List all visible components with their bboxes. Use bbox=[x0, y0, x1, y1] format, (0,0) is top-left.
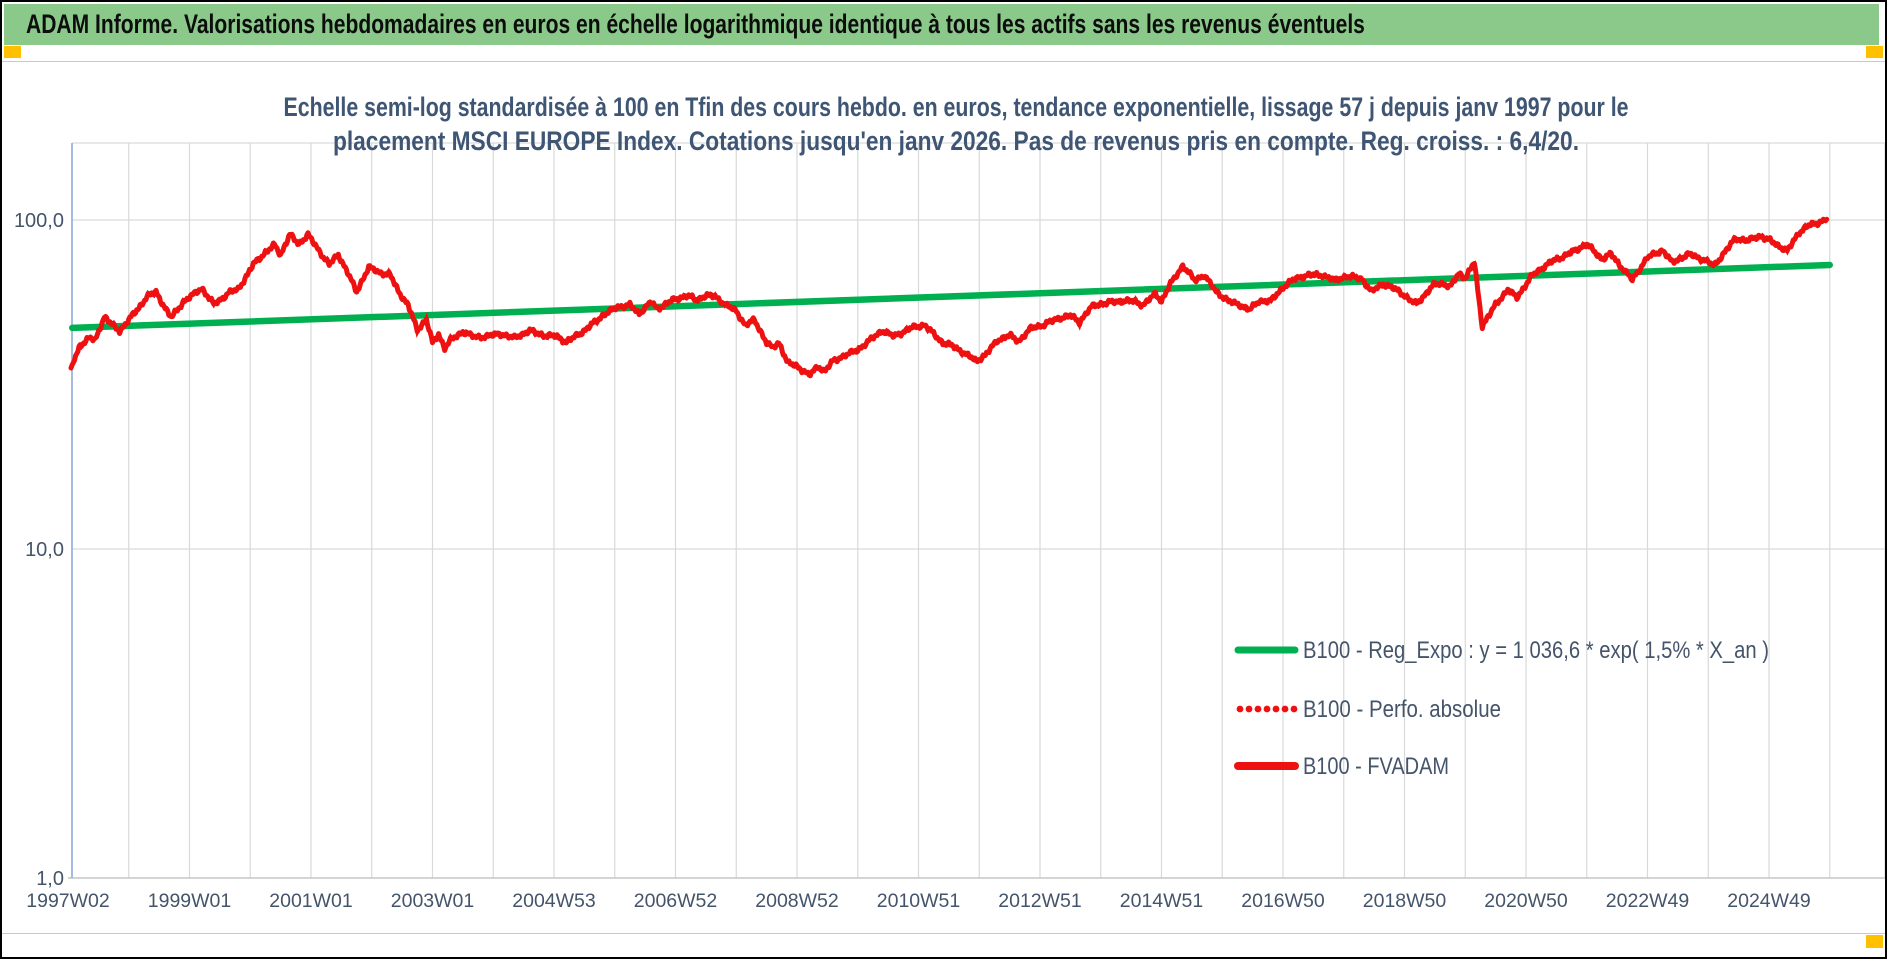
banner-title: ADAM Informe. Valorisations hebdomadaire… bbox=[26, 9, 1365, 39]
banner: ADAM Informe. Valorisations hebdomadaire… bbox=[4, 4, 1879, 45]
sheet-marker-bottom-right bbox=[1866, 935, 1883, 948]
legend-dotted-marker bbox=[1236, 705, 1244, 713]
x-tick-label-14[interactable]: 2024W49 bbox=[1727, 890, 1810, 912]
x-tick-label-12[interactable]: 2020W50 bbox=[1484, 890, 1568, 912]
series bbox=[68, 215, 1833, 379]
legend-dotted-marker bbox=[1272, 705, 1280, 713]
legend-entry-2[interactable]: B100 - FVADAM bbox=[1234, 753, 1449, 780]
legend-dotted-marker bbox=[1245, 705, 1253, 713]
sheet-marker-left bbox=[4, 46, 21, 58]
legend-dotted-marker bbox=[1254, 705, 1262, 713]
sheet-marker-right bbox=[1866, 46, 1883, 58]
legend-entry-0[interactable]: B100 - Reg_Expo : y = 1 036,6 * exp( 1,5… bbox=[1234, 637, 1769, 664]
x-tick-label-8[interactable]: 2012W51 bbox=[998, 890, 1081, 912]
x-tick-label-11[interactable]: 2018W50 bbox=[1363, 890, 1447, 912]
x-tick-label-10[interactable]: 2016W50 bbox=[1241, 890, 1325, 912]
series-fvadam-line[interactable] bbox=[68, 216, 1830, 379]
y-tick-label-100[interactable]: 100,0 bbox=[14, 210, 64, 232]
x-tick-label-4[interactable]: 2004W53 bbox=[512, 890, 595, 912]
x-tick-label-2[interactable]: 2001W01 bbox=[269, 890, 352, 912]
chart-title-line2[interactable]: placement MSCI EUROPE Index. Cotations j… bbox=[333, 126, 1579, 156]
bottom-divider bbox=[2, 933, 1885, 934]
x-tick-label-0[interactable]: 1997W02 bbox=[26, 890, 109, 912]
legend-dotted-marker bbox=[1263, 705, 1271, 713]
legend-label-2: B100 - FVADAM bbox=[1303, 753, 1449, 780]
x-tick-label-9[interactable]: 2014W51 bbox=[1120, 890, 1203, 912]
x-tick-label-6[interactable]: 2008W52 bbox=[755, 890, 838, 912]
y-tick-label-10[interactable]: 10,0 bbox=[25, 539, 64, 561]
legend-entry-1[interactable]: B100 - Perfo. absolue bbox=[1236, 696, 1501, 723]
x-tick-label-1[interactable]: 1999W01 bbox=[148, 890, 231, 912]
axes bbox=[68, 143, 1885, 879]
legend-dotted-marker bbox=[1281, 705, 1289, 713]
y-tick-label-1[interactable]: 1,0 bbox=[36, 868, 64, 890]
x-tick-label-5[interactable]: 2006W52 bbox=[634, 890, 717, 912]
chart-title-line1[interactable]: Echelle semi-log standardisée à 100 en T… bbox=[284, 92, 1629, 122]
top-divider bbox=[2, 61, 1885, 62]
legend-label-1: B100 - Perfo. absolue bbox=[1303, 696, 1501, 723]
series-reg-expo-line[interactable] bbox=[69, 261, 1833, 332]
legend-label-0: B100 - Reg_Expo : y = 1 036,6 * exp( 1,5… bbox=[1303, 637, 1769, 664]
legend-dotted-marker bbox=[1290, 705, 1298, 713]
x-tick-label-13[interactable]: 2022W49 bbox=[1606, 890, 1689, 912]
x-tick-label-7[interactable]: 2010W51 bbox=[877, 890, 960, 912]
legend: B100 - Reg_Expo : y = 1 036,6 * exp( 1,5… bbox=[1234, 637, 1769, 780]
x-tick-label-3[interactable]: 2003W01 bbox=[391, 890, 474, 912]
